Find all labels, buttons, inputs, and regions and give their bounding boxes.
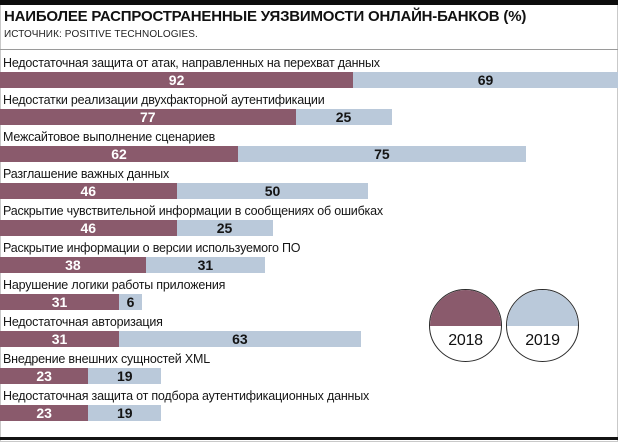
- bar-segment-2018: 46: [0, 183, 177, 199]
- bar-value: 6: [126, 294, 135, 310]
- chart-row: Недостаточная защита от подбора аутентиф…: [0, 387, 618, 421]
- chart-row: Межсайтовое выполнение сценариев 62 75: [0, 128, 618, 162]
- bar-pair: 23 19: [0, 368, 618, 384]
- bar-segment-2019: 25: [176, 220, 273, 236]
- category-label: Разглашение важных данных: [3, 167, 169, 181]
- bar-segment-2019: 50: [176, 183, 369, 199]
- bar-pair: 92 69: [0, 72, 618, 88]
- category-label: Недостатки реализации двухфакторной ауте…: [3, 93, 325, 107]
- legend-swatch-2019: [507, 290, 578, 326]
- category-label: Нарушение логики работы приложения: [3, 278, 226, 292]
- bar-rows: Недостаточная защита от атак, направленн…: [0, 54, 618, 421]
- bar-value: 25: [335, 109, 352, 125]
- bar-value: 63: [232, 331, 248, 347]
- category-label: Межсайтовое выполнение сценариев: [3, 130, 216, 144]
- header-divider: [0, 49, 618, 50]
- bar-value: 46: [80, 183, 97, 199]
- legend: 2018 2019: [429, 289, 579, 362]
- bar-segment-2018: 92: [0, 72, 354, 88]
- bar-pair: 31 63: [0, 331, 618, 347]
- bar-segment-2019: 63: [118, 331, 361, 347]
- category-label: Недостаточная защита от атак, направленн…: [3, 56, 380, 70]
- chart-row: Внедрение внешних сущностей XML 23 19: [0, 350, 618, 384]
- legend-circle-2018: 2018: [429, 289, 502, 362]
- bar-value: 31: [51, 294, 68, 310]
- bar-pair: 31 6: [0, 294, 618, 310]
- bar-pair: 23 19: [0, 405, 618, 421]
- bar-pair: 38 31: [0, 257, 618, 273]
- legend-circle-2019: 2019: [506, 289, 579, 362]
- legend-swatch-2018: [430, 290, 501, 326]
- bar-pair: 62 75: [0, 146, 618, 162]
- bar-value: 77: [139, 109, 156, 125]
- bar-value: 19: [116, 368, 133, 384]
- chart-row: Недостатки реализации двухфакторной ауте…: [0, 91, 618, 125]
- bar-segment-2019: 31: [145, 257, 265, 273]
- chart-row: Недостаточная защита от атак, направленн…: [0, 54, 618, 88]
- chart-row: Разглашение важных данных 46 50: [0, 165, 618, 199]
- legend-label-2019: 2019: [525, 332, 560, 349]
- bar-segment-2019: 25: [295, 109, 392, 125]
- category-label: Внедрение внешних сущностей XML: [3, 352, 210, 366]
- category-label: Недостаточная авторизация: [3, 315, 163, 329]
- bar-segment-2018: 38: [0, 257, 146, 273]
- bar-segment-2018: 23: [0, 405, 89, 421]
- bar-value: 23: [36, 405, 52, 421]
- category-label: Недостаточная защита от подбора аутентиф…: [3, 389, 370, 403]
- bar-value: 75: [374, 146, 390, 162]
- bar-value: 38: [65, 257, 81, 273]
- bar-value: 69: [477, 72, 494, 88]
- bar-segment-2018: 62: [0, 146, 238, 162]
- bar-segment-2018: 46: [0, 220, 177, 236]
- source-caption: ИСТОЧНИК: POSITIVE TECHNOLOGIES.: [4, 29, 198, 40]
- bar-value: 92: [168, 72, 185, 88]
- bar-value: 23: [36, 368, 52, 384]
- bar-segment-2018: 23: [0, 368, 89, 384]
- bar-segment-2018: 77: [0, 109, 296, 125]
- bar-segment-2019: 6: [118, 294, 142, 310]
- header: НАИБОЛЕЕ РАСПРОСТРАНЕННЫЕ УЯЗВИМОСТИ ОНЛ…: [4, 8, 614, 40]
- chart-title: НАИБОЛЕЕ РАСПРОСТРАНЕННЫЕ УЯЗВИМОСТИ ОНЛ…: [4, 8, 527, 25]
- bar-segment-2018: 31: [0, 294, 119, 310]
- bar-pair: 46 50: [0, 183, 618, 199]
- bottom-rule: [0, 437, 618, 440]
- bar-value: 50: [264, 183, 281, 199]
- chart-row: Нарушение логики работы приложения 31 6: [0, 276, 618, 310]
- chart-row: Раскрытие чувствительной информации в со…: [0, 202, 618, 236]
- category-label: Раскрытие чувствительной информации в со…: [3, 204, 383, 218]
- bar-chart: Недостаточная защита от атак, направленн…: [0, 54, 618, 424]
- bar-value: 46: [80, 220, 97, 236]
- bar-segment-2019: 19: [88, 368, 162, 384]
- bar-value: 25: [216, 220, 233, 236]
- top-accent-bar: [0, 0, 618, 5]
- bar-value: 31: [51, 331, 68, 347]
- bar-segment-2019: 69: [353, 72, 618, 88]
- bar-segment-2019: 19: [88, 405, 162, 421]
- bar-pair: 77 25: [0, 109, 618, 125]
- category-label: Раскрытие информации о версии используем…: [3, 241, 301, 255]
- chart-row: Недостаточная авторизация 31 63: [0, 313, 618, 347]
- bar-value: 19: [116, 405, 133, 421]
- chart-row: Раскрытие информации о версии используем…: [0, 239, 618, 273]
- bar-segment-2018: 31: [0, 331, 119, 347]
- bar-value: 31: [197, 257, 214, 273]
- legend-label-2018: 2018: [448, 332, 483, 349]
- bar-pair: 46 25: [0, 220, 618, 236]
- bar-value: 62: [111, 146, 127, 162]
- bar-segment-2019: 75: [237, 146, 526, 162]
